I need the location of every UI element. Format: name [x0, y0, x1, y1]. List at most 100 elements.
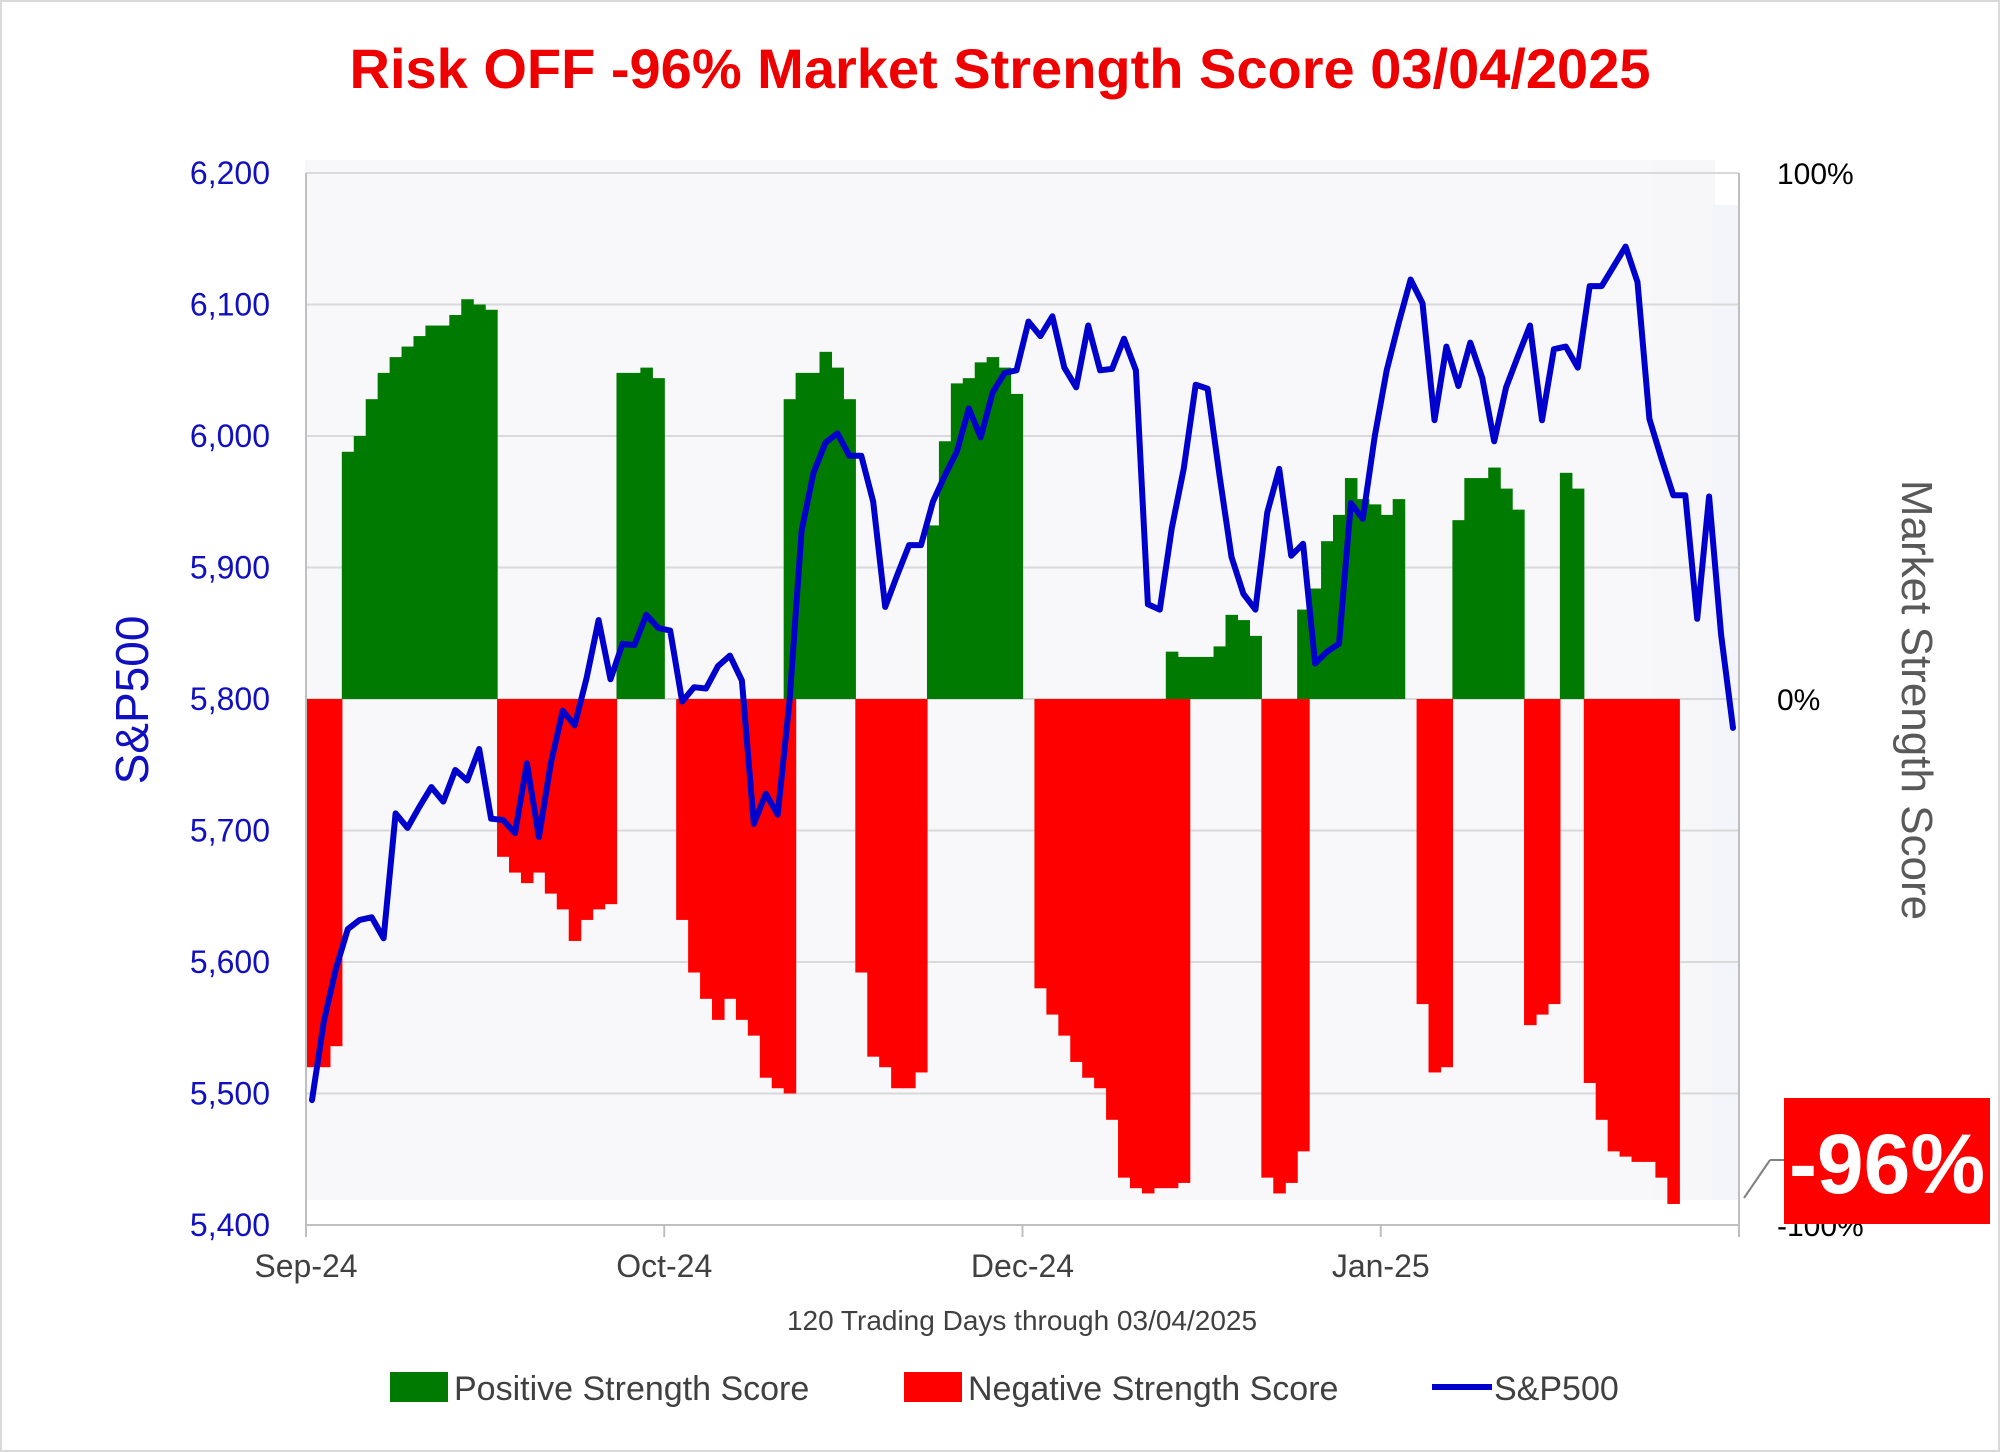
chart-title: Risk OFF -96% Market Strength Score 03/0…	[350, 37, 1651, 100]
negative-bar	[1667, 699, 1680, 1204]
callout-leader	[1743, 1159, 1771, 1199]
right-tick-label: 100%	[1777, 158, 1854, 191]
positive-bar	[1559, 472, 1573, 699]
positive-bar	[1010, 393, 1024, 699]
positive-bar	[640, 367, 653, 699]
positive-bar	[819, 351, 833, 699]
negative-bar	[1607, 699, 1621, 1152]
negative-bar	[891, 699, 904, 1089]
positive-bar	[1297, 609, 1310, 699]
negative-bar	[867, 699, 880, 1057]
negative-bar	[1153, 699, 1167, 1189]
negative-bar	[520, 699, 534, 884]
positive-bar	[1321, 541, 1334, 699]
legend-label-sp500: S&P500	[1494, 1370, 1619, 1408]
x-axis-title: 120 Trading Days through 03/04/2025	[787, 1305, 1257, 1336]
negative-bar	[568, 699, 582, 941]
sp500-line	[309, 243, 1736, 1104]
sp500-points	[311, 246, 1734, 1101]
negative-bar	[1177, 699, 1191, 1183]
negative-bar	[1547, 699, 1561, 1005]
positive-bar	[401, 346, 415, 699]
positive-bar	[1225, 614, 1239, 699]
positive-bar	[353, 436, 367, 699]
left-axis-title: S&P500	[106, 616, 158, 785]
negative-bar	[1643, 699, 1657, 1162]
negative-bar	[497, 699, 510, 857]
negative-bar	[688, 699, 701, 973]
left-tick-label: 5,800	[190, 681, 270, 717]
positive-bar	[377, 372, 391, 699]
negative-bar	[700, 699, 713, 999]
negative-bar	[915, 699, 928, 1073]
legend: Positive Strength Score Negative Strengt…	[390, 1370, 1619, 1408]
x-tick-label: Sep-24	[254, 1248, 357, 1284]
positive-bar	[425, 325, 438, 699]
negative-bar	[1416, 699, 1430, 1005]
negative-bar	[317, 699, 331, 1068]
negative-bar	[1285, 699, 1298, 1183]
score-callout: -96%	[1743, 1098, 1990, 1224]
left-tick-label: 5,500	[190, 1076, 270, 1112]
positive-bar	[1201, 656, 1215, 699]
negative-bar	[723, 699, 737, 999]
negative-bar	[1428, 699, 1442, 1073]
legend-swatch-negative	[904, 1372, 962, 1402]
negative-bar	[1082, 699, 1095, 1078]
positive-bar	[1392, 499, 1406, 699]
negative-bar	[1655, 699, 1668, 1178]
negative-bar	[1297, 699, 1310, 1152]
negative-bar	[1165, 699, 1179, 1189]
left-tick-label: 5,600	[190, 944, 270, 980]
callout-value: -96%	[1789, 1117, 1985, 1211]
negative-bar	[592, 699, 606, 910]
positive-bar	[1249, 635, 1262, 699]
x-tick-label: Dec-24	[971, 1248, 1074, 1284]
x-tick-label: Oct-24	[616, 1248, 712, 1284]
negative-bar	[1440, 699, 1453, 1068]
negative-bar	[676, 699, 689, 920]
positive-bar	[807, 372, 821, 699]
left-tick-label: 5,700	[190, 813, 270, 849]
negative-bar	[903, 699, 916, 1089]
legend-label-negative: Negative Strength Score	[968, 1370, 1338, 1408]
negative-bar	[1046, 699, 1059, 1015]
positive-bar	[652, 378, 665, 699]
left-tick-label: 6,100	[190, 287, 270, 323]
watermark-strip	[1712, 205, 1738, 1200]
positive-bar	[1464, 478, 1477, 699]
negative-bar	[735, 699, 749, 1020]
left-tick-label: 6,200	[190, 155, 270, 191]
positive-bar	[1356, 499, 1370, 699]
positive-bar	[1476, 478, 1489, 699]
negative-bar	[855, 699, 868, 973]
positive-bar	[962, 378, 976, 699]
positive-bar	[628, 372, 641, 699]
negative-bar	[1070, 699, 1083, 1062]
negative-bar	[604, 699, 618, 905]
negative-bar	[1261, 699, 1274, 1178]
positive-bar	[831, 367, 844, 699]
positive-bar	[926, 525, 940, 699]
positive-bar	[341, 451, 355, 699]
positive-bar	[1177, 656, 1191, 699]
positive-bar	[473, 304, 486, 699]
legend-label-positive: Positive Strength Score	[454, 1370, 809, 1408]
positive-bar	[437, 325, 450, 699]
positive-bar	[1571, 488, 1585, 699]
negative-bar	[1058, 699, 1071, 1036]
negative-bar	[1034, 699, 1047, 989]
positive-bar	[365, 399, 379, 699]
negative-bar	[1106, 699, 1119, 1120]
positive-bar	[938, 441, 952, 699]
negative-bar	[1129, 699, 1143, 1189]
positive-bar	[1488, 467, 1501, 699]
x-axis-ticks: Sep-24 Oct-24 Dec-24 Jan-25	[254, 1225, 1740, 1284]
left-tick-label: 6,000	[190, 418, 270, 454]
negative-bar	[1619, 699, 1633, 1157]
negative-bar	[1524, 699, 1537, 1026]
negative-bar	[1094, 699, 1107, 1089]
positive-bar	[1213, 646, 1227, 699]
positive-bar	[1165, 651, 1179, 699]
